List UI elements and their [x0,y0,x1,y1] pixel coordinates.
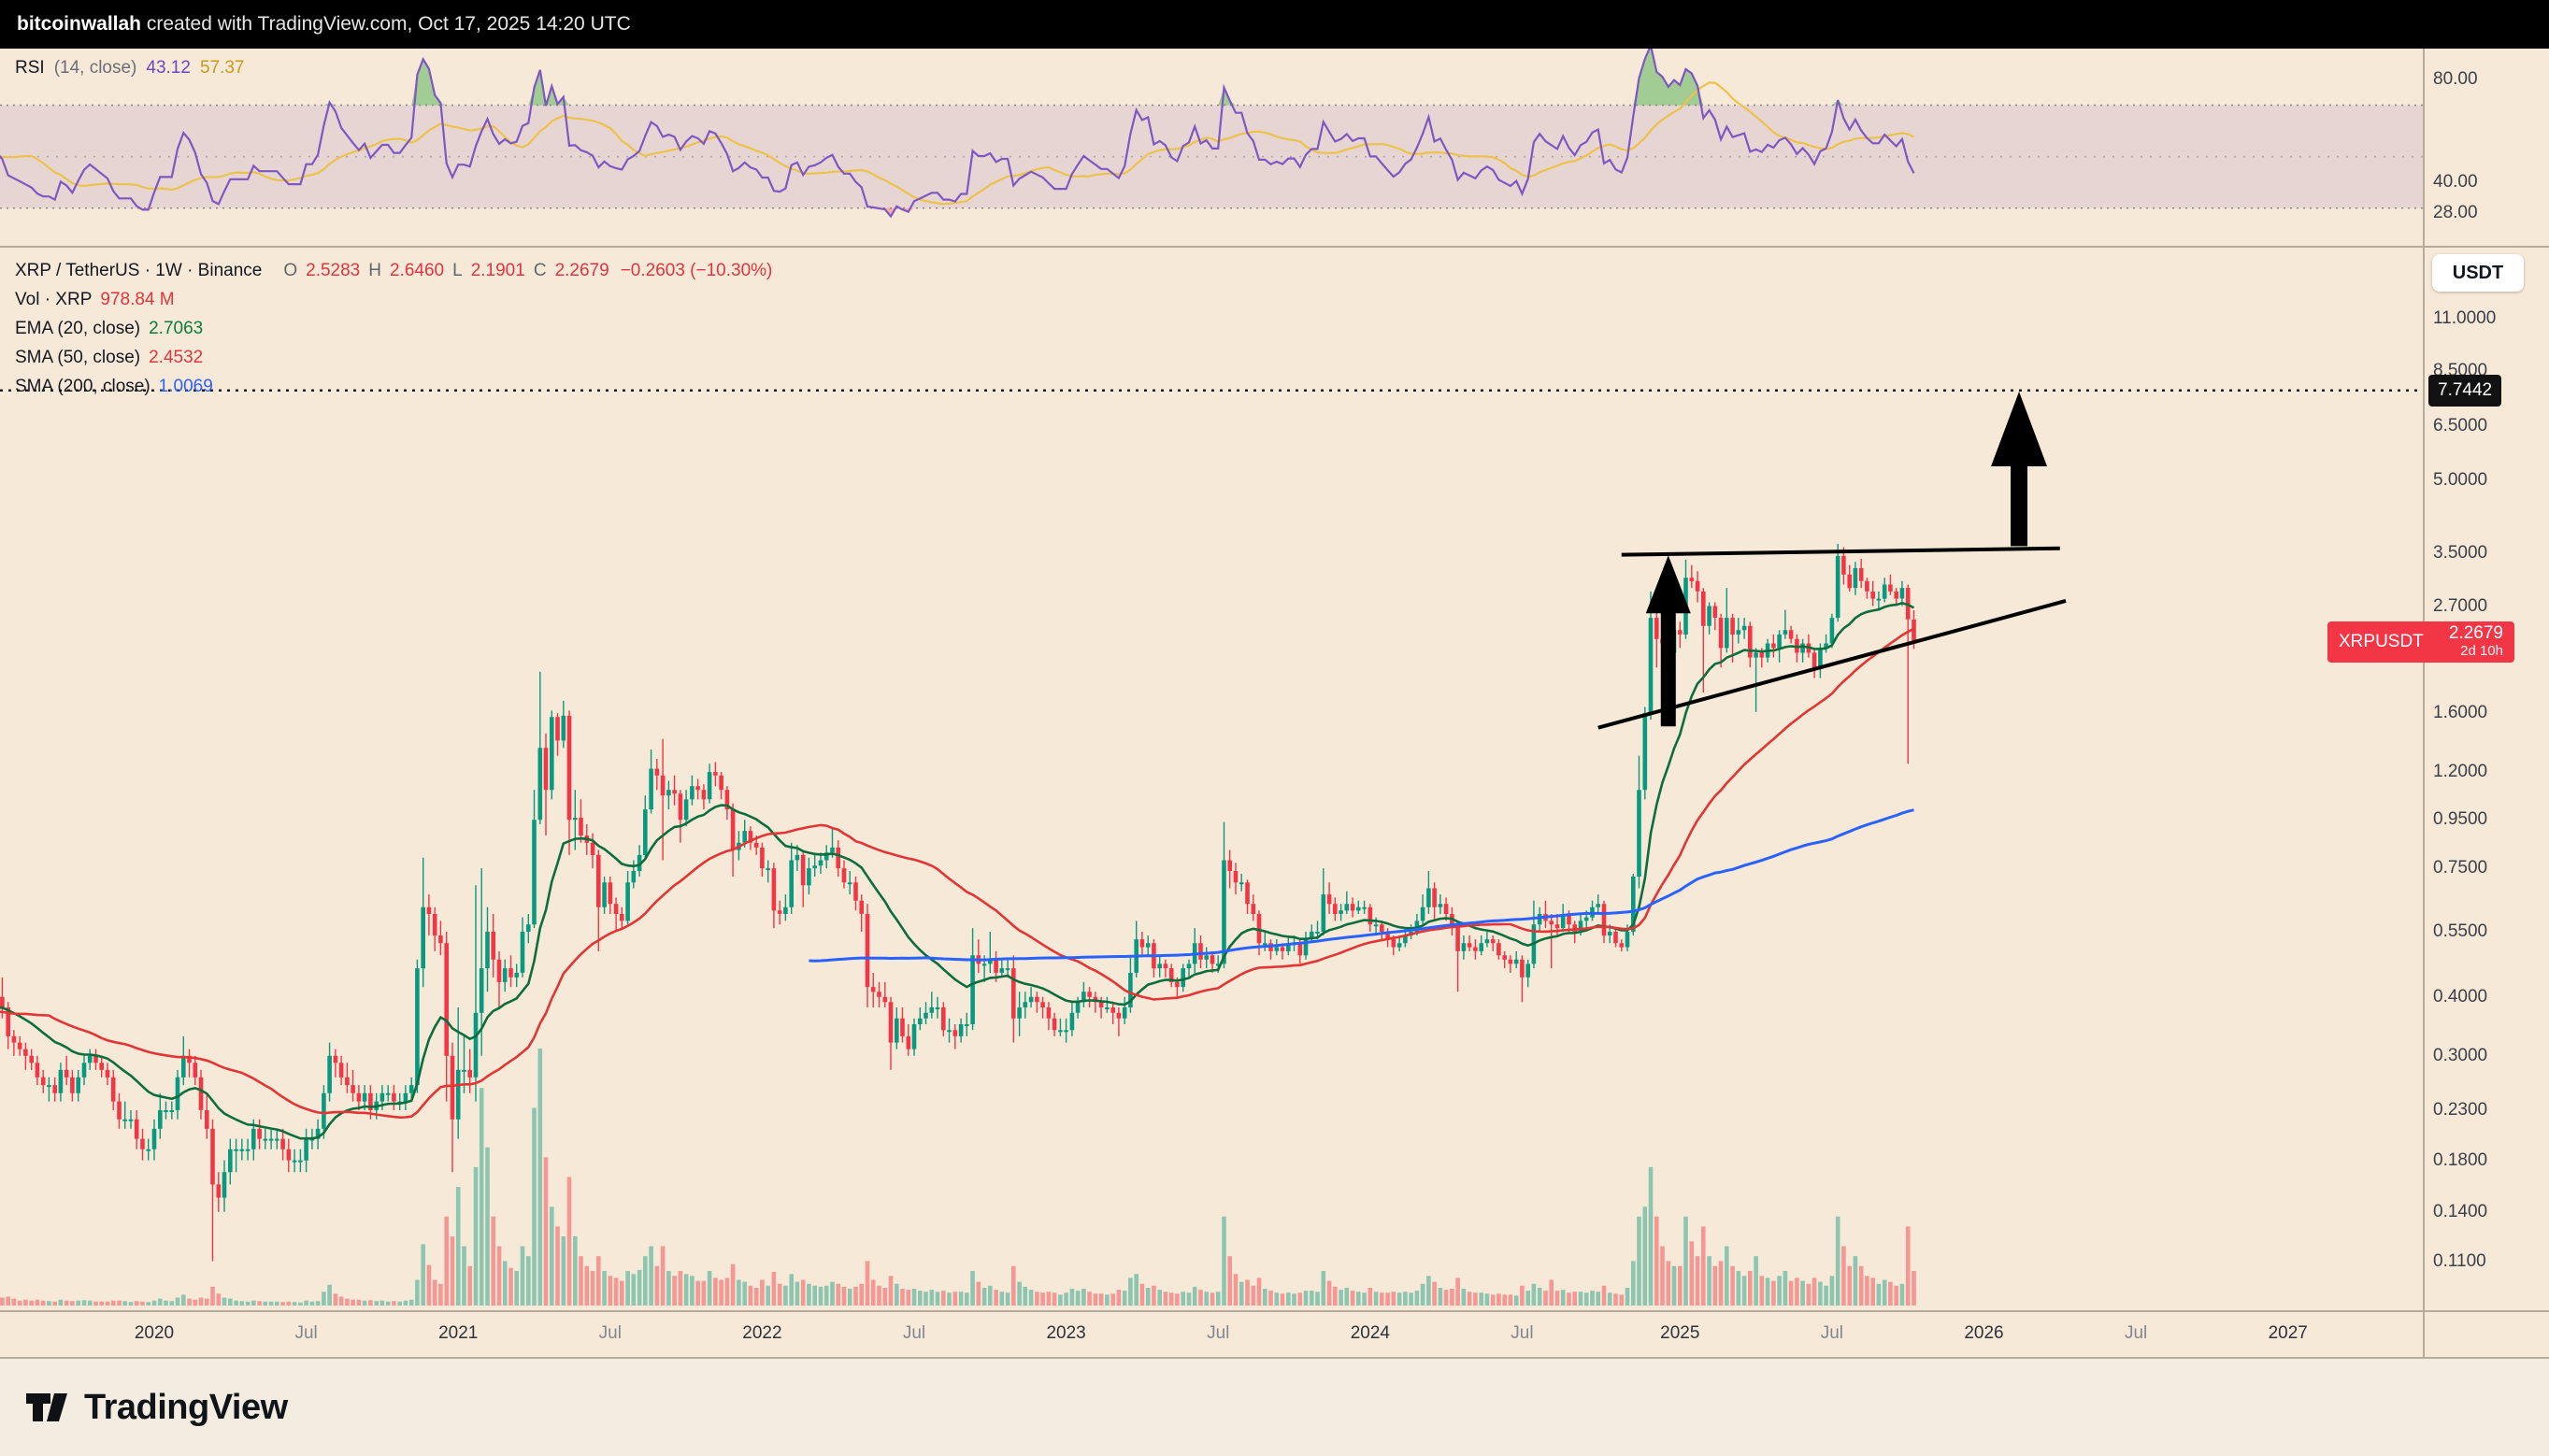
author-name: bitcoinwallah [17,13,142,35]
volume-bars-up [47,1049,1905,1306]
time-axis-label: Jul [902,1323,926,1343]
rsi-band [0,105,2423,208]
time-axis-label: 2023 [1046,1323,1086,1343]
symbol-title: XRP / TetherUS · 1W · Binance [15,260,263,280]
price-axis[interactable] [2423,49,2549,1357]
footer-brand-bar[interactable]: TradingView [0,1357,2549,1456]
high-key: H [368,260,381,280]
main-chart-pane[interactable] [0,247,2423,1310]
low-key: L [452,260,463,280]
time-axis-label: Jul [1820,1323,1844,1343]
candle-wicks-up [48,543,1903,1212]
currency-toggle-button[interactable]: USDT [2432,254,2524,292]
attribution-text: created with TradingView.com, Oct 17, 20… [141,13,631,35]
last-price-badge: XRPUSDT 2.2679 2d 10h [2327,621,2514,663]
sma50-line [0,627,1915,1120]
rsi-ma-value: 57.37 [199,58,245,78]
volume-value: 978.84 M [100,289,175,309]
rsi-legend-row[interactable]: RSI (14, close) 43.12 57.37 [15,58,244,79]
time-axis-label: 2024 [1350,1323,1390,1343]
ema20-label: EMA (20, close) [15,318,141,338]
time-axis-label: Jul [294,1323,318,1343]
candle-bodies-up [47,555,1905,1198]
time-axis[interactable]: 2020 Jul 2021 Jul 2022 Jul 2023 Jul 2024 Jul 2025 J… [0,1312,2423,1357]
ema20-value: 2.7063 [149,318,204,338]
trendline-flat-resistance [1621,546,2060,557]
rsi-value: 43.12 [146,58,191,78]
volume-legend-row[interactable]: Vol · XRP 978.84 M [15,285,772,314]
sma50-value: 2.4532 [149,347,204,367]
sma200-legend-row[interactable]: SMA (200, close) 1.0069 [15,372,772,401]
trendline-rising-support [1597,599,2067,730]
time-axis-label: 2025 [1660,1323,1700,1343]
target-price-label: 7.7442 [2428,374,2502,407]
rsi-overbought-fill [0,49,1914,106]
open-key: O [283,260,298,280]
time-axis-label: Jul [2124,1323,2148,1343]
sma200-line [809,808,1914,963]
ema20-line [0,602,1915,1140]
sma200-value: 1.0069 [158,376,213,396]
time-axis-label: 2021 [438,1323,479,1343]
badge-price: 2.2679 [2448,623,2503,644]
badge-countdown: 2d 10h [2460,642,2503,659]
low-value: 2.1901 [470,260,525,280]
close-value: 2.2679 [554,260,609,280]
high-value: 2.6460 [390,260,445,280]
close-key: C [533,260,547,280]
sma50-label: SMA (50, close) [15,347,141,367]
tradingview-wordmark: TradingView [84,1387,288,1427]
sma200-label: SMA (200, close) [15,376,150,396]
up-arrow [1991,392,2048,547]
up-arrow [1645,555,1691,727]
rsi-line [0,49,1915,219]
time-axis-label: 2022 [742,1323,782,1343]
tradingview-logo[interactable] [24,1390,69,1425]
change-value: −0.2603 (−10.30%) [620,260,773,280]
rsi-pane[interactable] [0,49,2423,247]
pane-separator[interactable] [0,246,2549,248]
time-axis-label: 2026 [1964,1323,2004,1343]
rsi-indicator-params: (14, close) [53,58,137,78]
badge-symbol: XRPUSDT [2339,631,2424,651]
time-axis-label: Jul [598,1323,622,1343]
time-axis-label: 2027 [2268,1323,2308,1343]
volume-label: Vol · XRP [15,289,93,309]
attribution-bar: bitcoinwallah created with TradingView.c… [0,0,2549,49]
volume-bars-down [0,1157,1916,1306]
time-axis-label: Jul [1511,1323,1534,1343]
rsi-indicator-name: RSI [15,58,45,78]
rsi-oversold-fill [0,207,1914,217]
ema20-legend-row[interactable]: EMA (20, close) 2.7063 [15,314,772,343]
sma50-legend-row[interactable]: SMA (50, close) 2.4532 [15,343,772,372]
time-axis-label: Jul [1207,1323,1230,1343]
time-axis-separator [0,1310,2549,1312]
time-axis-label: 2020 [134,1323,175,1343]
open-value: 2.5283 [306,260,361,280]
